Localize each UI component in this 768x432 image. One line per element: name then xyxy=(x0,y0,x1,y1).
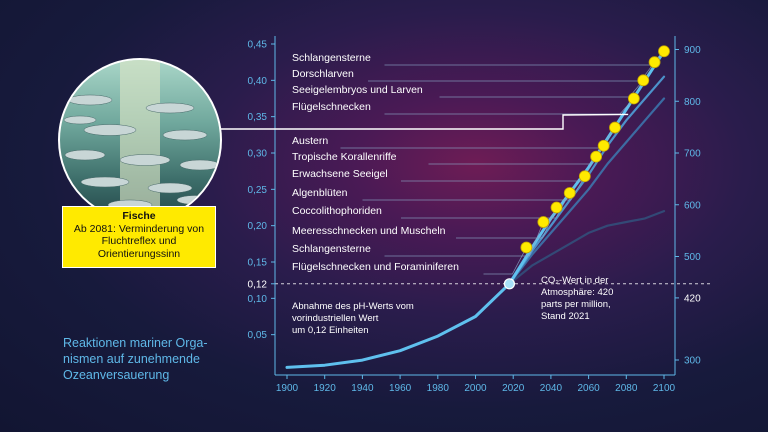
left-tick-label: 0,15 xyxy=(248,258,268,269)
caption-text: Reaktionen mariner Orga- nismen auf zune… xyxy=(63,336,208,382)
annotation-label: Algenblüten xyxy=(292,187,348,199)
fish-connector-line xyxy=(220,113,629,130)
annotation-marker xyxy=(578,170,591,183)
annotation-label: Flügelschnecken xyxy=(292,101,371,113)
chart-axes: 0,05 0,10 0,12 0,15 0,20 0,25 0,30 0,35 0,40 0,45… xyxy=(248,36,701,394)
right-tick-label: 800 xyxy=(684,97,701,108)
fish-school-icon xyxy=(63,60,220,220)
x-tick-label: 2040 xyxy=(540,383,563,394)
ph-note: Abnahme des pH-Werts vom vorindustriellen… xyxy=(292,301,414,336)
annotation-marker xyxy=(627,92,640,105)
annotation-leader xyxy=(384,51,665,66)
annotation-label: Meeresschnecken und Muscheln xyxy=(292,225,446,237)
x-tick-label: 2020 xyxy=(502,383,525,394)
left-tick-label: 0,10 xyxy=(248,294,268,305)
x-tick-label: 1940 xyxy=(351,383,374,394)
right-tick-label: 420 xyxy=(684,293,701,304)
annotation-marker xyxy=(648,56,661,69)
annotation-leader xyxy=(401,156,597,182)
annotation-marker xyxy=(550,201,563,214)
x-tick-label: 2100 xyxy=(653,383,676,394)
left-tick-label: 0,40 xyxy=(248,76,268,87)
right-tick-label: 600 xyxy=(684,200,701,211)
left-tick-label: 0,25 xyxy=(248,185,268,196)
left-tick-label: 0,45 xyxy=(248,40,268,51)
annotation-marker xyxy=(520,241,533,254)
annotation-label: Austern xyxy=(292,135,328,147)
annotation-label: Coccolithophoriden xyxy=(292,205,382,217)
left-tick-label: 0,20 xyxy=(248,221,268,232)
x-tick-label: 2080 xyxy=(615,383,638,394)
annotation-marker xyxy=(637,74,650,87)
co2-note: CO₂-Wert in der Atmosphäre: 420 parts per … xyxy=(541,275,613,322)
annotation-leader xyxy=(428,145,604,165)
x-tick-label: 1960 xyxy=(389,383,412,394)
annotation-label: Tropische Korallenriffe xyxy=(292,151,397,163)
annotation-marker xyxy=(563,187,576,199)
annotation-marker xyxy=(537,216,550,228)
annotation-leader xyxy=(384,98,635,115)
annotation-leader xyxy=(401,192,571,219)
annotation-marker xyxy=(658,45,670,58)
annotation-label: Schlangensterne xyxy=(292,243,371,255)
chart-notes: Abnahme des pH-Werts vom vorindustriellen… xyxy=(292,275,613,336)
fish-description: Ab 2081: Verminderung von Fluchtreflex u… xyxy=(73,222,205,260)
fish-photo xyxy=(58,58,222,222)
x-tick-label: 1980 xyxy=(427,383,450,394)
series-line xyxy=(508,97,666,285)
right-tick-label: 500 xyxy=(684,252,701,263)
right-tick-label: 900 xyxy=(684,45,701,56)
annotation-label: Dorschlarven xyxy=(292,68,354,80)
series-line xyxy=(508,210,666,285)
chart-caption: Reaktionen mariner Orga- nismen auf zune… xyxy=(63,335,273,383)
right-tick-label: 700 xyxy=(684,149,701,160)
x-tick-label: 1920 xyxy=(314,383,337,394)
fish-title: Fische xyxy=(122,210,156,222)
annotation-leader xyxy=(384,221,544,257)
annotation-marker xyxy=(590,150,603,163)
annotation-label: Schlangensterne xyxy=(292,52,371,64)
left-tick-label: 0,05 xyxy=(248,330,268,341)
left-tick-label: 0,30 xyxy=(248,149,268,160)
chart-annotations: Schlangensterne Dorschlarven Seeigelembryo… xyxy=(220,45,670,275)
annotation-leader xyxy=(483,247,527,275)
annotation-marker xyxy=(597,139,610,152)
current-point-marker xyxy=(503,278,516,290)
annotation-label: Erwachsene Seeigel xyxy=(292,168,388,180)
annotation-label: Flügelschnecken und Foraminiferen xyxy=(292,261,459,273)
annotation-leader xyxy=(456,207,557,239)
x-tick-label: 2060 xyxy=(577,383,600,394)
left-tick-label: 0,12 xyxy=(248,279,268,290)
annotation-leader xyxy=(362,176,586,201)
fish-info-box: Fische Ab 2081: Verminderung von Fluchtr… xyxy=(62,206,216,268)
right-tick-label: 300 xyxy=(684,356,701,367)
annotation-marker xyxy=(609,121,621,134)
annotation-leader xyxy=(439,80,644,98)
annotation-label: Seeigelembryos und Larven xyxy=(292,84,423,96)
left-tick-label: 0,35 xyxy=(248,112,268,123)
annotation-leader xyxy=(340,127,616,149)
x-tick-label: 2000 xyxy=(464,383,487,394)
x-tick-label: 1900 xyxy=(276,383,299,394)
